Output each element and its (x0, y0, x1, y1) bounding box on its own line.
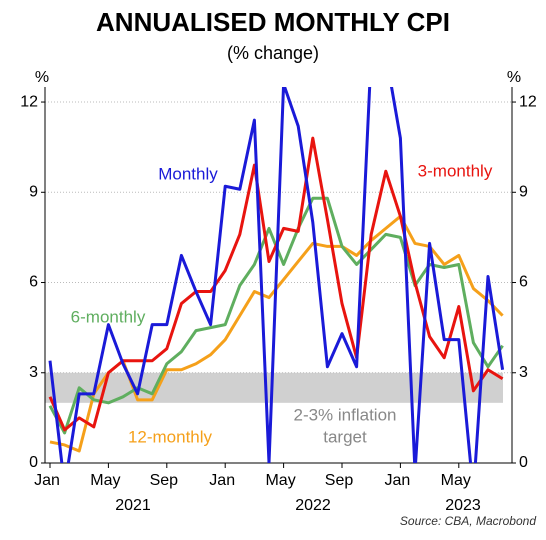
chart-title: ANNUALISED MONTHLY CPI (96, 7, 450, 37)
x-tick-label: Sep (325, 472, 354, 489)
year-label: 2023 (445, 497, 481, 514)
y-tick-label: 12 (20, 93, 38, 110)
y-tick-label: 9 (29, 183, 38, 200)
x-tick-label: May (265, 472, 295, 489)
target-band (45, 372, 503, 403)
chart-subtitle: (% change) (227, 43, 319, 63)
y-tick-label: 6 (29, 274, 38, 291)
y2-unit: % (507, 69, 521, 86)
year-label: 2021 (115, 497, 151, 514)
series-line (48, 87, 505, 463)
series-label: 3-monthly (418, 161, 493, 180)
series-label: 12-monthly (128, 427, 213, 446)
year-label: 2022 (295, 497, 331, 514)
y-tick-label: 3 (29, 364, 38, 381)
y2-tick-label: 0 (519, 454, 528, 471)
y2-tick-label: 12 (519, 93, 537, 110)
series-label: 6-monthly (71, 307, 146, 326)
x-tick-label: Jan (209, 472, 235, 489)
series-label: Monthly (158, 164, 218, 183)
y-tick-label: 0 (29, 454, 38, 471)
target-label: target (323, 427, 367, 446)
y2-tick-label: 6 (519, 274, 528, 291)
x-tick-label: May (90, 472, 120, 489)
y2-tick-label: 9 (519, 183, 528, 200)
x-tick-label: Jan (34, 472, 60, 489)
x-tick-label: May (441, 472, 471, 489)
source: Source: CBA, Macrobond (400, 514, 536, 528)
x-tick-label: Jan (385, 472, 411, 489)
target-label: 2-3% inflation (293, 405, 396, 424)
x-tick-label: Sep (150, 472, 179, 489)
y-unit: % (35, 69, 49, 86)
y2-tick-label: 3 (519, 364, 528, 381)
series-group (48, 87, 505, 463)
